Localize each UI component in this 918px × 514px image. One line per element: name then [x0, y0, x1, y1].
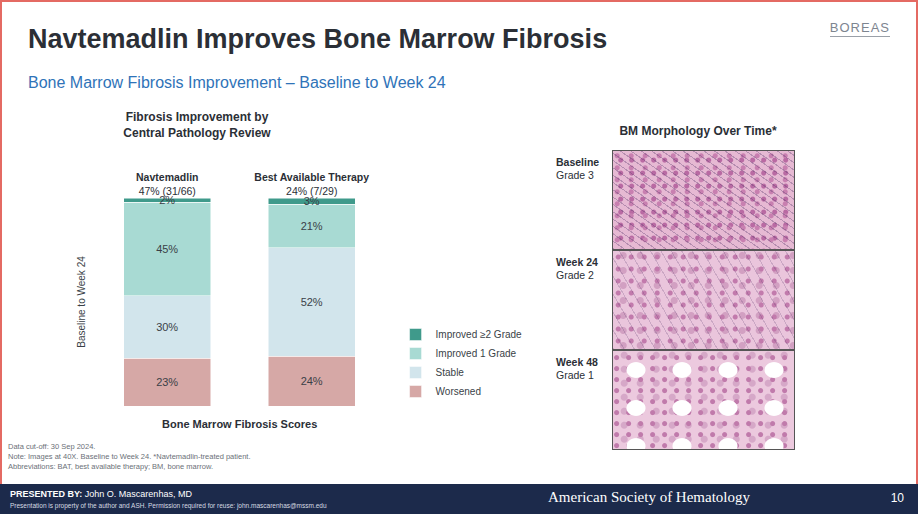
- html-text:Grade 2: Grade 2: [556, 269, 594, 281]
- html-text:Abbreviations: BAT, best avail: Abbreviations: BAT, best available thera…: [8, 462, 213, 471]
- html-text:American Society of Hematology: American Society of Hematology: [548, 489, 750, 505]
- svg-text:Improved 1 Grade: Improved 1 Grade: [436, 348, 517, 359]
- html-text:Bone Marrow Fibrosis Improveme: Bone Marrow Fibrosis Improvement – Basel…: [28, 74, 446, 91]
- svg-text:Worsened: Worsened: [436, 386, 481, 397]
- html-text:Grade 1: Grade 1: [556, 369, 594, 381]
- html-text:Presentation is property of th: Presentation is property of the author a…: [10, 502, 327, 509]
- svg-text:2%: 2%: [159, 194, 175, 206]
- html-text:Note: Images at 40X. Baseline: Note: Images at 40X. Baseline to Week 24…: [8, 452, 251, 461]
- html-text:BM Morphology Over Time*: BM Morphology Over Time*: [619, 124, 777, 138]
- html-text:Data cut-off: 30 Sep 2024.: Data cut-off: 30 Sep 2024.: [8, 442, 96, 451]
- svg-text:Fibrosis Improvement byCentral: Fibrosis Improvement byCentral Pathology…: [123, 110, 271, 140]
- svg-text:24%: 24%: [301, 375, 323, 387]
- html-text:Week 24: Week 24: [556, 256, 598, 268]
- html-text:Baseline: Baseline: [556, 156, 600, 168]
- svg-text:Best Available Therapy24% (7/2: Best Available Therapy24% (7/29): [254, 171, 369, 197]
- html-text:Week 48: Week 48: [556, 356, 598, 368]
- svg-text:45%: 45%: [156, 243, 178, 255]
- svg-text:Navtemadlin47% (31/66): Navtemadlin47% (31/66): [136, 171, 198, 197]
- svg-text:Improved ≥2 Grade: Improved ≥2 Grade: [436, 329, 523, 340]
- svg-text:Bone Marrow Fibrosis Scores: Bone Marrow Fibrosis Scores: [162, 418, 317, 430]
- svg-text:Stable: Stable: [436, 367, 465, 378]
- svg-text:30%: 30%: [156, 321, 178, 333]
- svg-text:3%: 3%: [304, 195, 320, 207]
- svg-text:52%: 52%: [301, 296, 323, 308]
- html-text:BOREAS: BOREAS: [829, 20, 890, 35]
- html-text:Grade 3: Grade 3: [556, 169, 594, 181]
- html-text:Navtemadlin Improves Bone Marr: Navtemadlin Improves Bone Marrow Fibrosi…: [28, 24, 608, 54]
- svg-text:Baseline to Week 24: Baseline to Week 24: [76, 256, 87, 348]
- svg-text:21%: 21%: [301, 220, 323, 232]
- html-text:PRESENTED BY: John O. Mascaren: PRESENTED BY: John O. Mascarenhas, MD: [10, 489, 192, 499]
- svg-text:23%: 23%: [156, 376, 178, 388]
- html-text:10: 10: [890, 491, 904, 505]
